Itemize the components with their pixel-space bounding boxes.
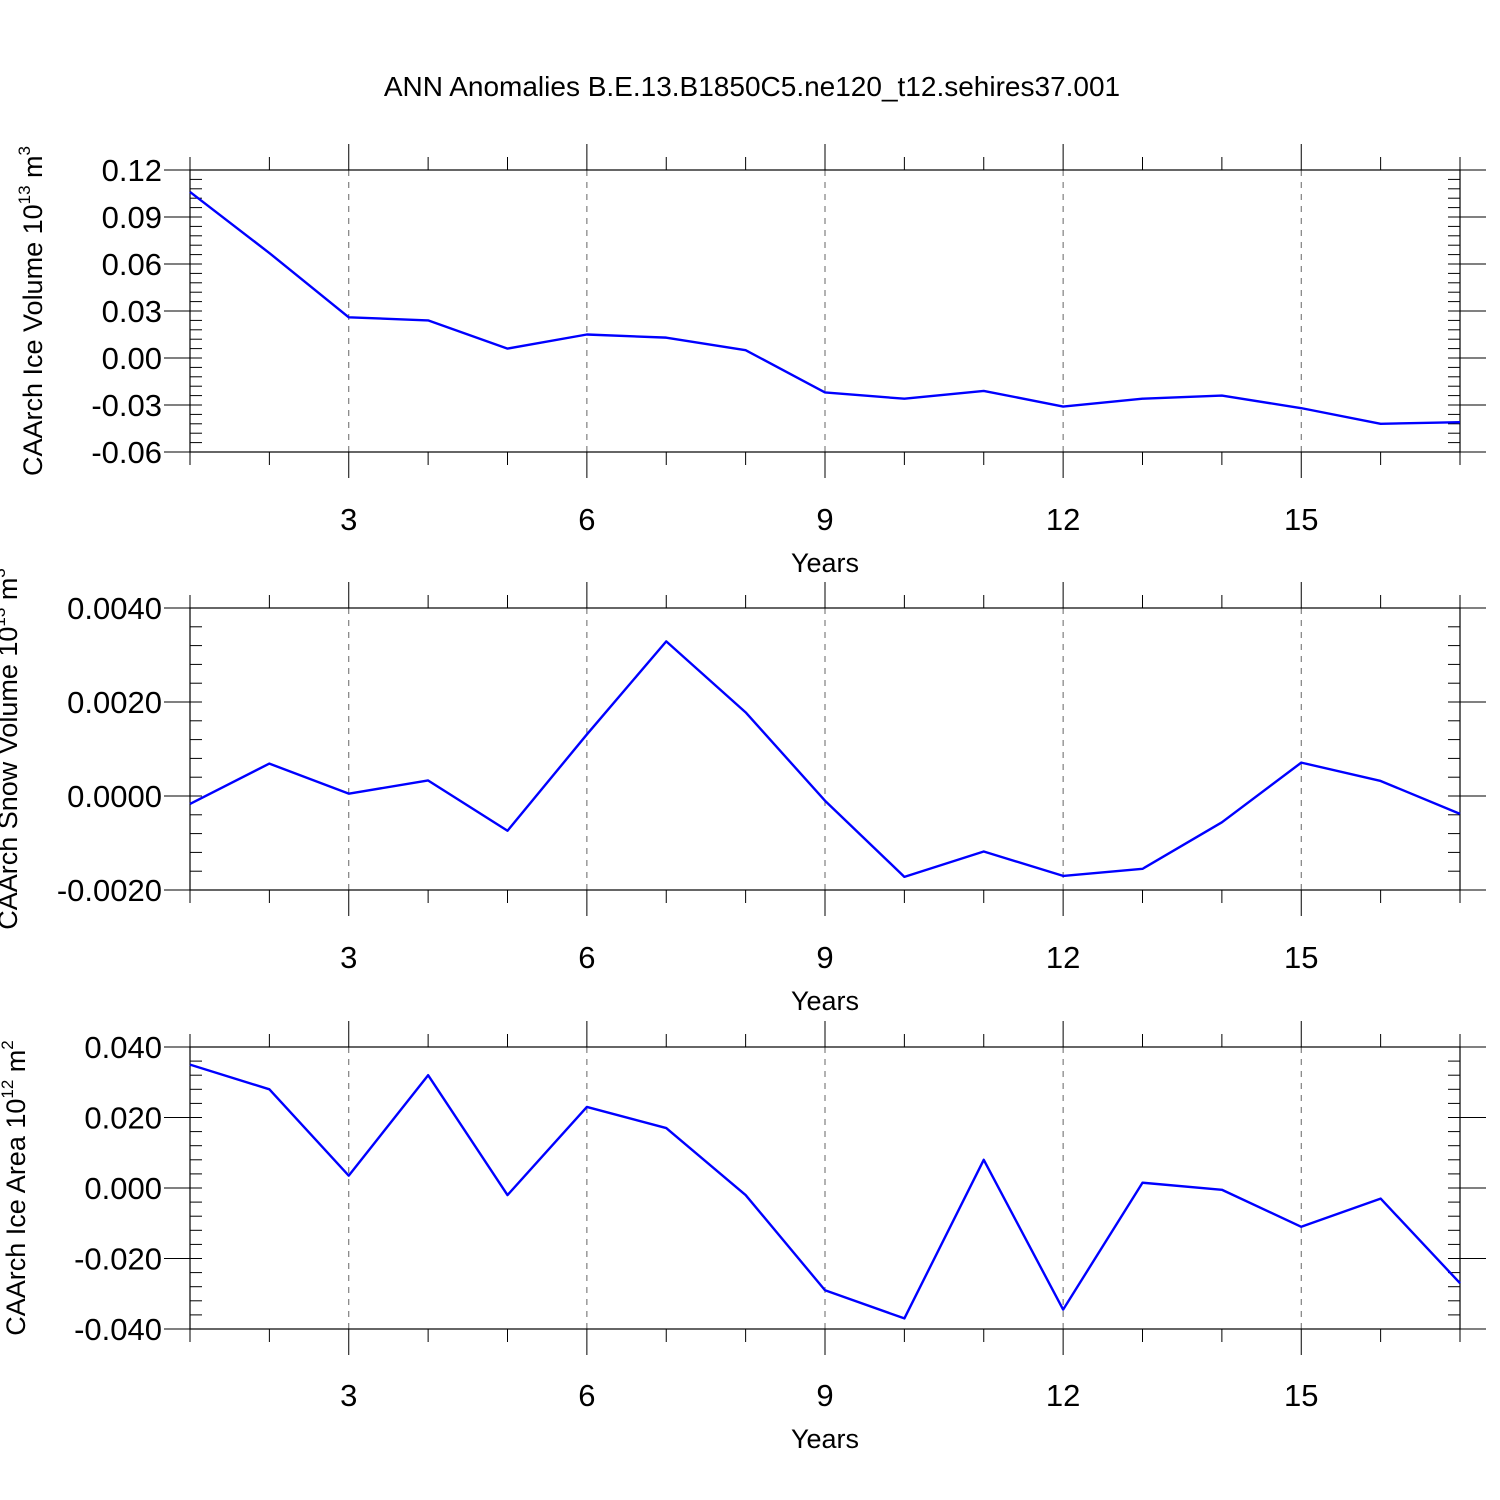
chart-panel-3: -0.040 -0.020 0.000 0.020 0.040 3 6 9 12 15 Years C… — [0, 1021, 1486, 1454]
y-tick-label: 0.0000 — [67, 779, 162, 814]
y-tick-label: 0.040 — [84, 1030, 162, 1065]
chart-panel-1: -0.06 -0.03 0.00 0.03 0.06 0.09 0.12 3 6 9 12 15 Yea… — [15, 144, 1486, 578]
series-line — [189, 1063, 1461, 1320]
y-tick-label: 0.000 — [84, 1171, 162, 1206]
plot-frame — [189, 1046, 1461, 1330]
y-tick-label: 0.03 — [102, 294, 162, 329]
y-axis-title-unit: m — [18, 155, 48, 185]
x-tick-label: 12 — [1046, 502, 1080, 537]
y-axis-title-exponent: 13 — [0, 608, 9, 627]
y-tick-label: 0.09 — [102, 200, 162, 235]
chart-panel-2: -0.0020 0.0000 0.0020 0.0040 3 6 9 12 15 Years CAA… — [0, 568, 1486, 1016]
x-tick-label: 9 — [816, 1378, 833, 1413]
x-tick-label: 12 — [1046, 940, 1080, 975]
y-axis-title-unit: m — [0, 578, 23, 608]
y-axis-title-text: CAArch Snow Volume 10 — [0, 627, 23, 930]
y-tick-label: 0.06 — [102, 247, 162, 282]
y-axis-title-text: CAArch Ice Volume 10 — [18, 204, 48, 476]
panels: -0.06 -0.03 0.00 0.03 0.06 0.09 0.12 3 6 9 12 15 Yea… — [0, 144, 1486, 1454]
y-tick-label: -0.0020 — [57, 873, 162, 908]
series-line — [189, 640, 1461, 879]
y-axis-title-exponent: 13 — [15, 185, 34, 204]
y-tick-label: 0.0020 — [67, 685, 162, 720]
y-tick-label: 0.12 — [102, 153, 162, 188]
x-tick-label: 15 — [1284, 940, 1318, 975]
series-line — [189, 190, 1461, 425]
y-axis-title: CAArch Ice Volume 1013 m3 — [15, 146, 48, 476]
y-axis-title-unit: m — [1, 1050, 31, 1080]
x-axis-title: Years — [791, 986, 859, 1016]
y-tick-label: -0.020 — [74, 1242, 162, 1277]
x-tick-label: 15 — [1284, 1378, 1318, 1413]
x-tick-label: 12 — [1046, 1378, 1080, 1413]
x-tick-label: 9 — [816, 940, 833, 975]
plot-frame — [189, 169, 1461, 453]
x-tick-label: 3 — [340, 940, 357, 975]
y-tick-label: -0.040 — [74, 1312, 162, 1347]
x-tick-label: 6 — [578, 1378, 595, 1413]
y-axis-title: CAArch Ice Area 1012 m2 — [0, 1040, 31, 1336]
y-tick-label: 0.00 — [102, 341, 162, 376]
x-tick-label: 6 — [578, 502, 595, 537]
x-axis-title: Years — [791, 1424, 859, 1454]
x-tick-label: 3 — [340, 1378, 357, 1413]
y-axis-title-unit-exponent: 3 — [0, 568, 9, 577]
y-tick-label: 0.020 — [84, 1101, 162, 1136]
y-axis-title-unit-exponent: 2 — [0, 1040, 17, 1049]
y-axis-title-exponent: 12 — [0, 1080, 17, 1099]
x-tick-label: 15 — [1284, 502, 1318, 537]
y-axis-title-unit-exponent: 3 — [15, 146, 34, 155]
x-tick-label: 9 — [816, 502, 833, 537]
y-tick-label: -0.06 — [91, 435, 162, 470]
x-tick-label: 6 — [578, 940, 595, 975]
y-axis-title: CAArch Snow Volume 1013 m3 — [0, 568, 23, 930]
y-tick-label: -0.03 — [91, 388, 162, 423]
plot-frame — [189, 607, 1461, 891]
y-tick-label: 0.0040 — [67, 591, 162, 626]
x-tick-label: 3 — [340, 502, 357, 537]
y-axis-title-text: CAArch Ice Area 10 — [1, 1099, 31, 1336]
x-axis-title: Years — [791, 548, 859, 578]
figure-title: ANN Anomalies B.E.13.B1850C5.ne120_t12.s… — [384, 71, 1120, 102]
